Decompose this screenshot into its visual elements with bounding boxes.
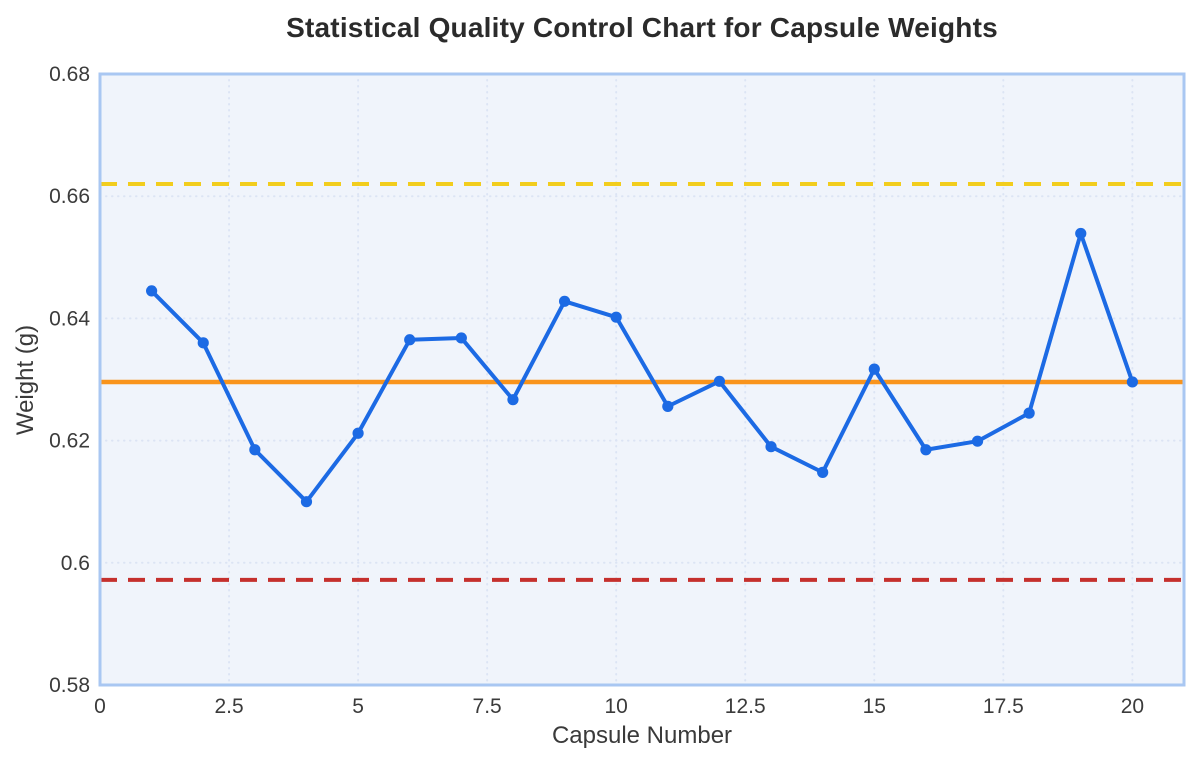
y-tick-label: 0.6 [61, 552, 90, 575]
data-point [868, 363, 880, 375]
data-point [146, 285, 158, 297]
data-point [765, 441, 777, 453]
data-point [971, 435, 984, 447]
x-tick-label: 5 [352, 695, 364, 718]
y-tick-label: 0.68 [49, 63, 90, 86]
chart-title: Statistical Quality Control Chart for Ca… [286, 12, 998, 43]
y-tick-label: 0.62 [49, 430, 90, 453]
x-tick-label: 0 [94, 695, 106, 718]
series-line [149, 231, 1135, 504]
data-point [1075, 227, 1087, 240]
x-tick-label: 12.5 [725, 695, 766, 718]
plot-area [100, 74, 1184, 685]
data-point [197, 337, 209, 349]
data-point [610, 311, 622, 323]
y-tick-label: 0.58 [49, 674, 90, 697]
x-tick-label: 7.5 [473, 695, 502, 718]
data-point [1023, 407, 1035, 419]
plot-border [98, 72, 1186, 687]
data-point [817, 466, 829, 478]
y-axis-label: Weight (g) [12, 324, 39, 436]
x-tick-label: 2.5 [214, 695, 243, 718]
data-point [249, 444, 261, 456]
x-tick-label: 10 [605, 695, 628, 718]
y-tick-label: 0.64 [49, 307, 90, 330]
x-tick-label: 15 [863, 695, 886, 718]
data-point [300, 496, 313, 508]
x-tick-label: 20 [1121, 695, 1144, 718]
data-point [920, 444, 932, 456]
data-point [1126, 376, 1138, 388]
data-point [404, 334, 416, 346]
data-point [558, 295, 571, 307]
data-point [507, 394, 519, 406]
data-point [713, 375, 726, 387]
data-point [455, 332, 467, 344]
x-axis-label: Capsule Number [551, 722, 733, 749]
y-tick-label: 0.66 [49, 185, 90, 208]
data-point [352, 427, 364, 439]
data-point [662, 400, 674, 412]
x-tick-label: 17.5 [983, 695, 1024, 718]
